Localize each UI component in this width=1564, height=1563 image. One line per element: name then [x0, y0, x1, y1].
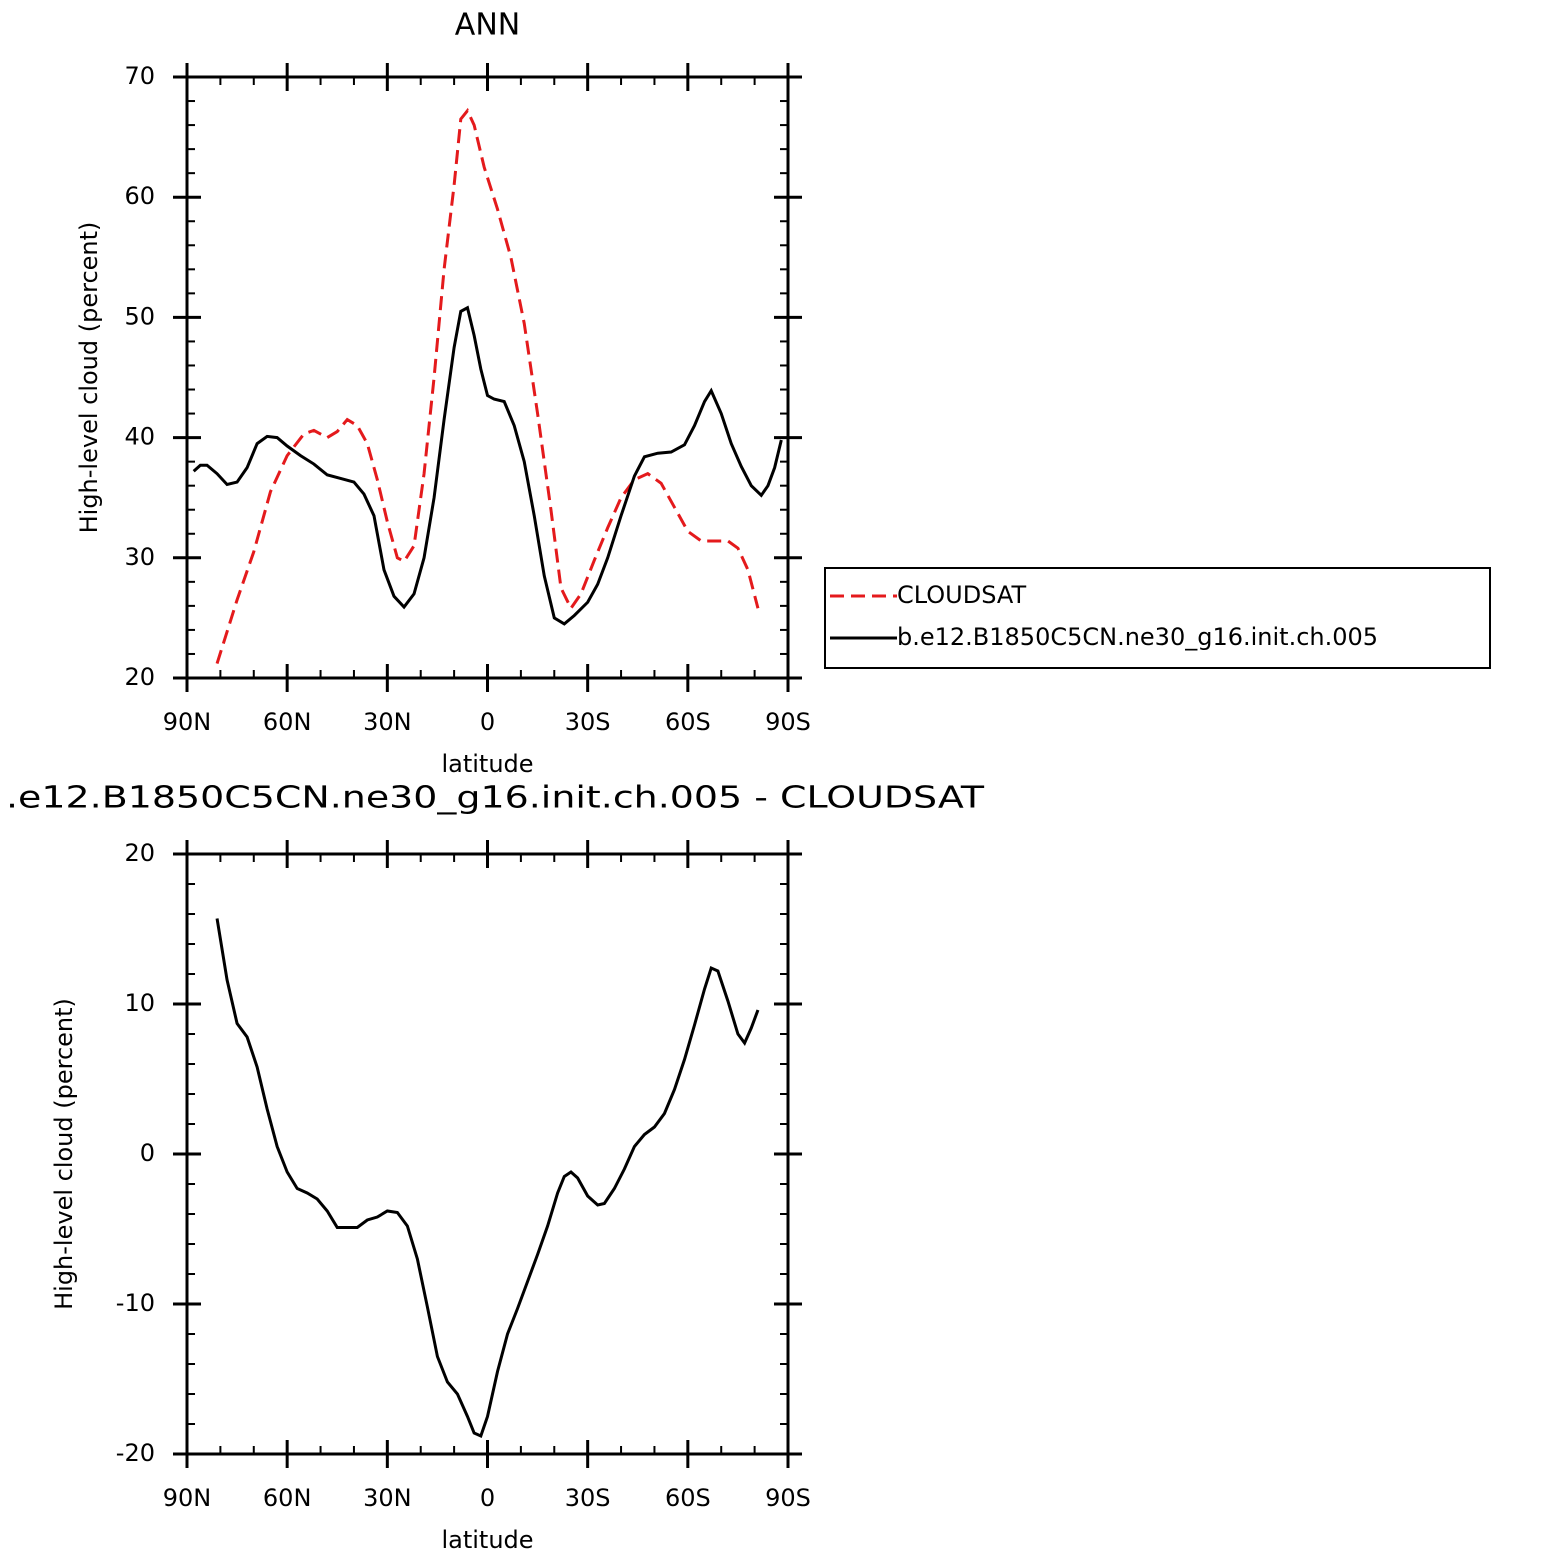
chart-title: .e12.B1850C5CN.ne30_g16.init.ch.005 - CL…	[6, 781, 985, 816]
x-tick-label: 0	[480, 1484, 495, 1512]
y-tick-label: 70	[124, 62, 155, 90]
x-axis-label: latitude	[441, 750, 533, 778]
x-tick-label: 60N	[263, 708, 312, 736]
y-axis-label: High-level cloud (percent)	[75, 222, 103, 534]
x-tick-label: 90S	[765, 708, 811, 736]
y-tick-label: 30	[124, 543, 155, 571]
x-axis-label: latitude	[441, 1526, 533, 1554]
legend-label: CLOUDSAT	[897, 581, 1026, 609]
x-tick-label: 90N	[163, 1484, 212, 1512]
y-tick-label: 20	[124, 663, 155, 691]
plot-frame	[185, 852, 790, 1456]
y-tick-label: 40	[124, 423, 155, 451]
y-tick-label: 60	[124, 182, 155, 210]
x-tick-label: 90S	[765, 1484, 811, 1512]
y-tick-label: 50	[124, 302, 155, 330]
x-tick-label: 60S	[665, 708, 711, 736]
plot-frame	[185, 75, 790, 680]
y-tick-label: -10	[116, 1289, 155, 1317]
y-tick-label: 10	[124, 989, 155, 1017]
data-line	[215, 107, 760, 665]
x-tick-label: 30S	[565, 708, 611, 736]
x-tick-label: 30S	[565, 1484, 611, 1512]
x-tick-label: 60S	[665, 1484, 711, 1512]
data-line	[192, 305, 783, 626]
x-tick-label: 60N	[263, 1484, 312, 1512]
legend-box	[824, 567, 1491, 669]
y-axis-label: High-level cloud (percent)	[50, 998, 78, 1310]
y-tick-label: -20	[116, 1439, 155, 1467]
x-tick-label: 90N	[163, 708, 212, 736]
chart-title: ANN	[455, 8, 520, 43]
y-tick-label: 20	[124, 839, 155, 867]
x-tick-label: 30N	[363, 1484, 412, 1512]
x-tick-label: 30N	[363, 708, 412, 736]
y-tick-label: 0	[140, 1139, 155, 1167]
x-tick-label: 0	[480, 708, 495, 736]
data-line	[215, 918, 760, 1439]
legend-label: b.e12.B1850C5CN.ne30_g16.init.ch.005	[897, 623, 1378, 651]
